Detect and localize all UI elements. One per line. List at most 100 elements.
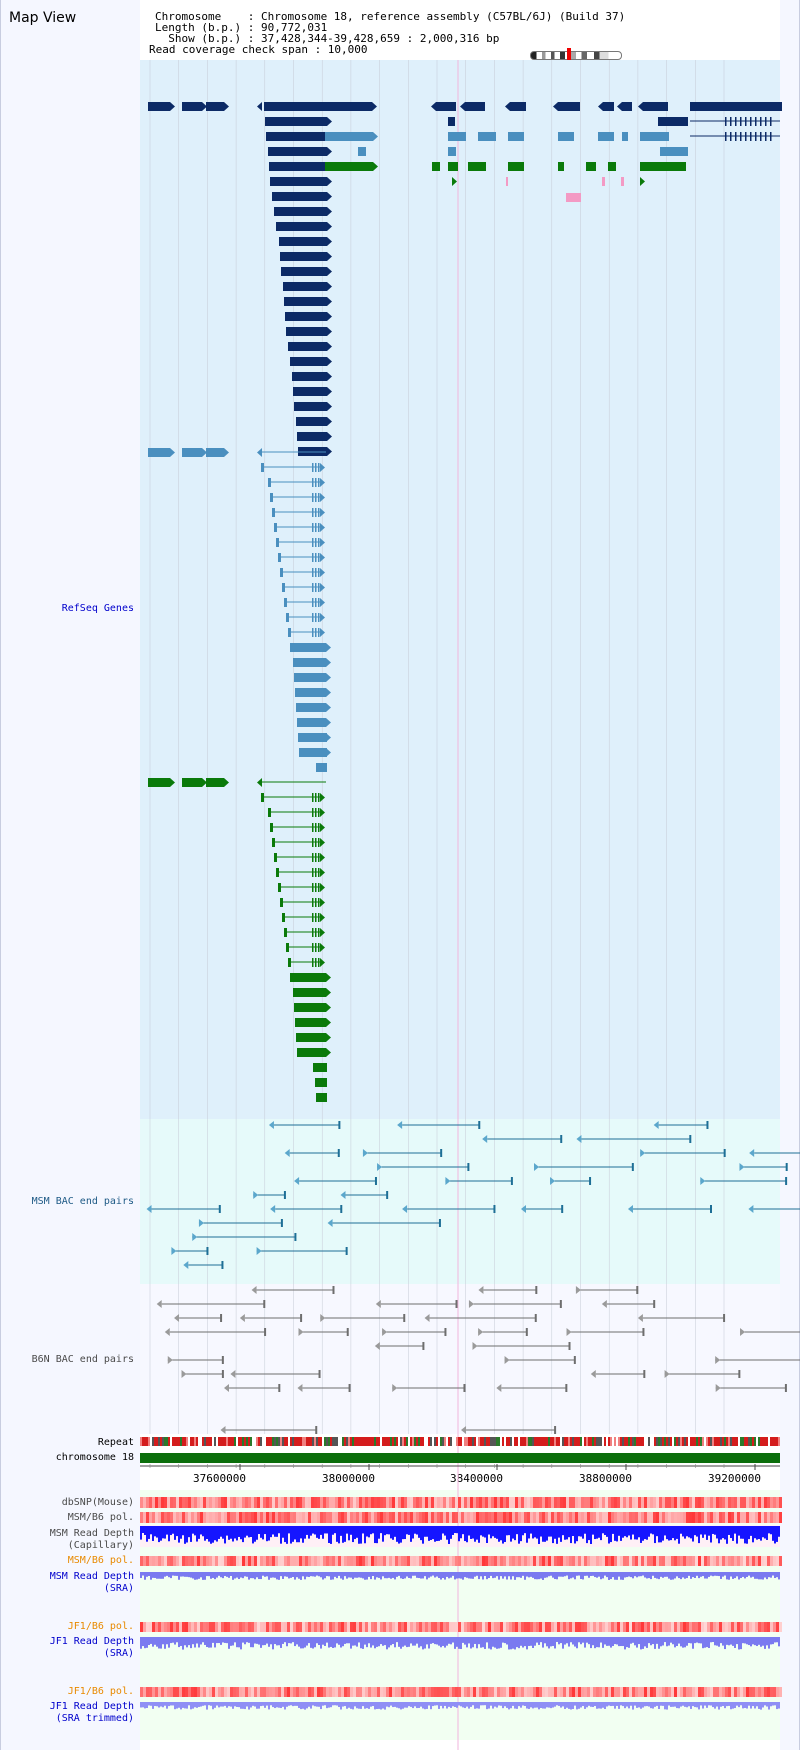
jf1-b6-pol-label-2[interactable]: JF1/B6 pol. [67,1686,134,1697]
read-depth-bar [694,1637,696,1644]
read-depth-bar [228,1526,230,1540]
polymorphism-cell [311,1512,314,1523]
polymorphism-cell [203,1556,206,1566]
read-depth-bar [696,1702,698,1708]
read-depth-bar [220,1526,222,1537]
gene-exon [312,853,314,862]
repeat-mark [282,1437,284,1446]
read-depth-bar [260,1572,262,1580]
polymorphism-cell [509,1512,512,1523]
gene-strand-arrow [320,943,325,952]
jf1-depth-sra-label[interactable]: JF1 Read Depth [49,1636,134,1647]
repeat-mark [546,1437,548,1446]
polymorphism-cell [161,1512,164,1523]
msm-bac-track-label[interactable]: MSM BAC end pairs [31,1196,134,1207]
gene-strand-arrow [320,553,325,562]
read-depth-bar [696,1526,698,1537]
read-depth-bar [704,1526,706,1535]
polymorphism-cell [566,1497,569,1508]
polymorphism-cell [518,1622,521,1632]
polymorphism-cell [230,1687,233,1697]
msm-depth-sra-label[interactable]: MSM Read Depth [49,1571,134,1582]
polymorphism-cell [302,1622,305,1632]
polymorphism-cell [695,1687,698,1697]
polymorphism-cell [206,1512,209,1523]
polymorphism-cell [560,1622,563,1632]
read-depth-bar [272,1637,274,1650]
polymorphism-cell [386,1556,389,1566]
repeat-mark [712,1437,714,1446]
polymorphism-cell [752,1556,755,1566]
polymorphism-cell [311,1497,314,1508]
gene-body [297,718,326,727]
read-depth-bar [312,1572,314,1577]
chromosome-ideogram[interactable] [530,48,622,63]
polymorphism-cell [254,1622,257,1632]
read-depth-bar [728,1526,730,1535]
read-depth-bar [434,1637,436,1645]
read-depth-bar [342,1702,344,1707]
repeat-mark [486,1437,488,1446]
read-depth-bar [400,1526,402,1543]
read-depth-bar [754,1572,756,1579]
polymorphism-cell [608,1622,611,1632]
read-depth-bar [434,1702,436,1706]
read-depth-bar [562,1572,564,1577]
read-depth-bar [660,1572,662,1577]
read-depth-bar [754,1526,756,1539]
polymorphism-cell [602,1687,605,1697]
read-depth-bar [456,1702,458,1708]
gene-strand-arrow [320,463,325,472]
read-depth-bar [692,1702,694,1707]
msm-b6-pol-label[interactable]: MSM/B6 pol. [67,1512,134,1523]
gene-body [293,658,326,667]
repeat-mark [578,1437,580,1446]
refseq-track-label[interactable]: RefSeq Genes [61,603,134,614]
gene-exon [312,463,314,472]
axis-tick-label: 38000000 [322,1472,375,1485]
repeat-track-label[interactable]: Repeat [97,1437,134,1448]
gene-strand-arrow [505,102,510,111]
jf1-b6-pol-label[interactable]: JF1/B6 pol. [67,1621,134,1632]
repeat-mark [264,1437,266,1446]
read-depth-bar [320,1637,322,1649]
read-depth-bar [316,1637,318,1644]
read-depth-bar [590,1637,592,1649]
read-depth-bar [254,1637,256,1644]
read-depth-bar [242,1572,244,1579]
repeat-mark [752,1437,754,1446]
read-depth-bar [404,1526,406,1540]
read-depth-bar [230,1702,232,1707]
repeat-mark [620,1437,622,1446]
read-depth-bar [332,1572,334,1580]
read-depth-bar [770,1637,772,1645]
msm-b6-pol-label-2[interactable]: MSM/B6 pol. [67,1555,134,1566]
read-depth-bar [654,1526,656,1544]
read-depth-bar [732,1572,734,1579]
read-depth-bar [330,1702,332,1708]
polymorphism-cell [155,1497,158,1508]
polymorphism-cell [413,1622,416,1632]
read-depth-bar [174,1572,176,1576]
polymorphism-cell [227,1556,230,1566]
read-depth-bar [558,1702,560,1706]
jf1-depth-trim-label[interactable]: JF1 Read Depth [49,1701,134,1712]
repeat-mark [394,1437,396,1446]
gene-body [296,417,327,426]
read-depth-bar [354,1702,356,1707]
read-depth-bar [420,1637,422,1647]
polymorphism-cell [725,1556,728,1566]
dbsnp-track-label[interactable]: dbSNP(Mouse) [61,1497,134,1508]
msm-depth-capillary-label[interactable]: MSM Read Depth [49,1528,134,1539]
read-depth-bar [322,1526,324,1539]
b6n-bac-track-label[interactable]: B6N BAC end pairs [31,1354,134,1365]
polymorphism-cell [359,1622,362,1632]
repeat-mark [328,1437,330,1446]
msm-depth-sra-sub: (SRA) [103,1583,134,1594]
read-depth-bar [406,1702,408,1708]
polymorphism-cell [398,1622,401,1632]
polymorphism-cell [245,1512,248,1523]
chromosome-track-label[interactable]: chromosome 18 [55,1452,134,1463]
repeat-mark [244,1437,246,1446]
